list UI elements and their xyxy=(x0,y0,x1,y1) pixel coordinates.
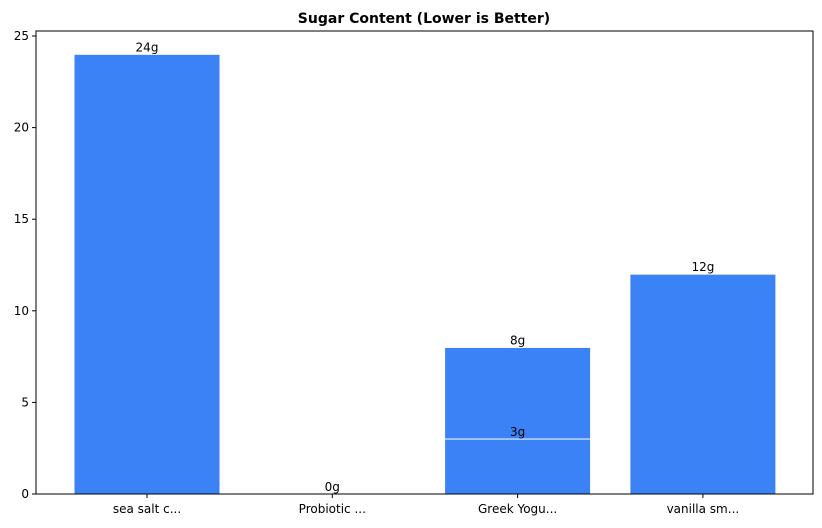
y-tick-label: 15 xyxy=(14,212,29,226)
bars-group xyxy=(73,53,777,495)
x-axis: sea salt c... Probiotic ... Greek Yogu... v… xyxy=(113,494,739,516)
x-tick-label: sea salt c... xyxy=(113,502,181,516)
bar-value-labels: 24g 0g 8g 3g 12g xyxy=(136,40,715,494)
bar xyxy=(629,273,777,495)
bar-value-label: 12g xyxy=(691,260,714,274)
y-tick-label: 0 xyxy=(21,487,29,501)
bar-value-label: 3g xyxy=(510,425,525,439)
plot-area-frame xyxy=(35,30,814,495)
chart-title: Sugar Content (Lower is Better) xyxy=(298,11,550,27)
bar-value-label: 8g xyxy=(510,333,525,347)
y-tick-label: 10 xyxy=(14,304,29,318)
bar xyxy=(73,53,221,495)
y-tick-label: 25 xyxy=(14,29,29,43)
y-axis: 0 5 10 15 20 25 xyxy=(14,29,36,501)
x-tick-label: Probiotic ... xyxy=(299,502,366,516)
x-tick-label: Greek Yogu... xyxy=(478,502,557,516)
x-tick-label: vanilla sm... xyxy=(667,502,740,516)
bar-value-label: 0g xyxy=(325,480,340,494)
y-tick-label: 20 xyxy=(14,121,29,135)
bar-value-label: 24g xyxy=(136,40,159,54)
bar xyxy=(444,438,592,495)
y-tick-label: 5 xyxy=(21,395,29,409)
